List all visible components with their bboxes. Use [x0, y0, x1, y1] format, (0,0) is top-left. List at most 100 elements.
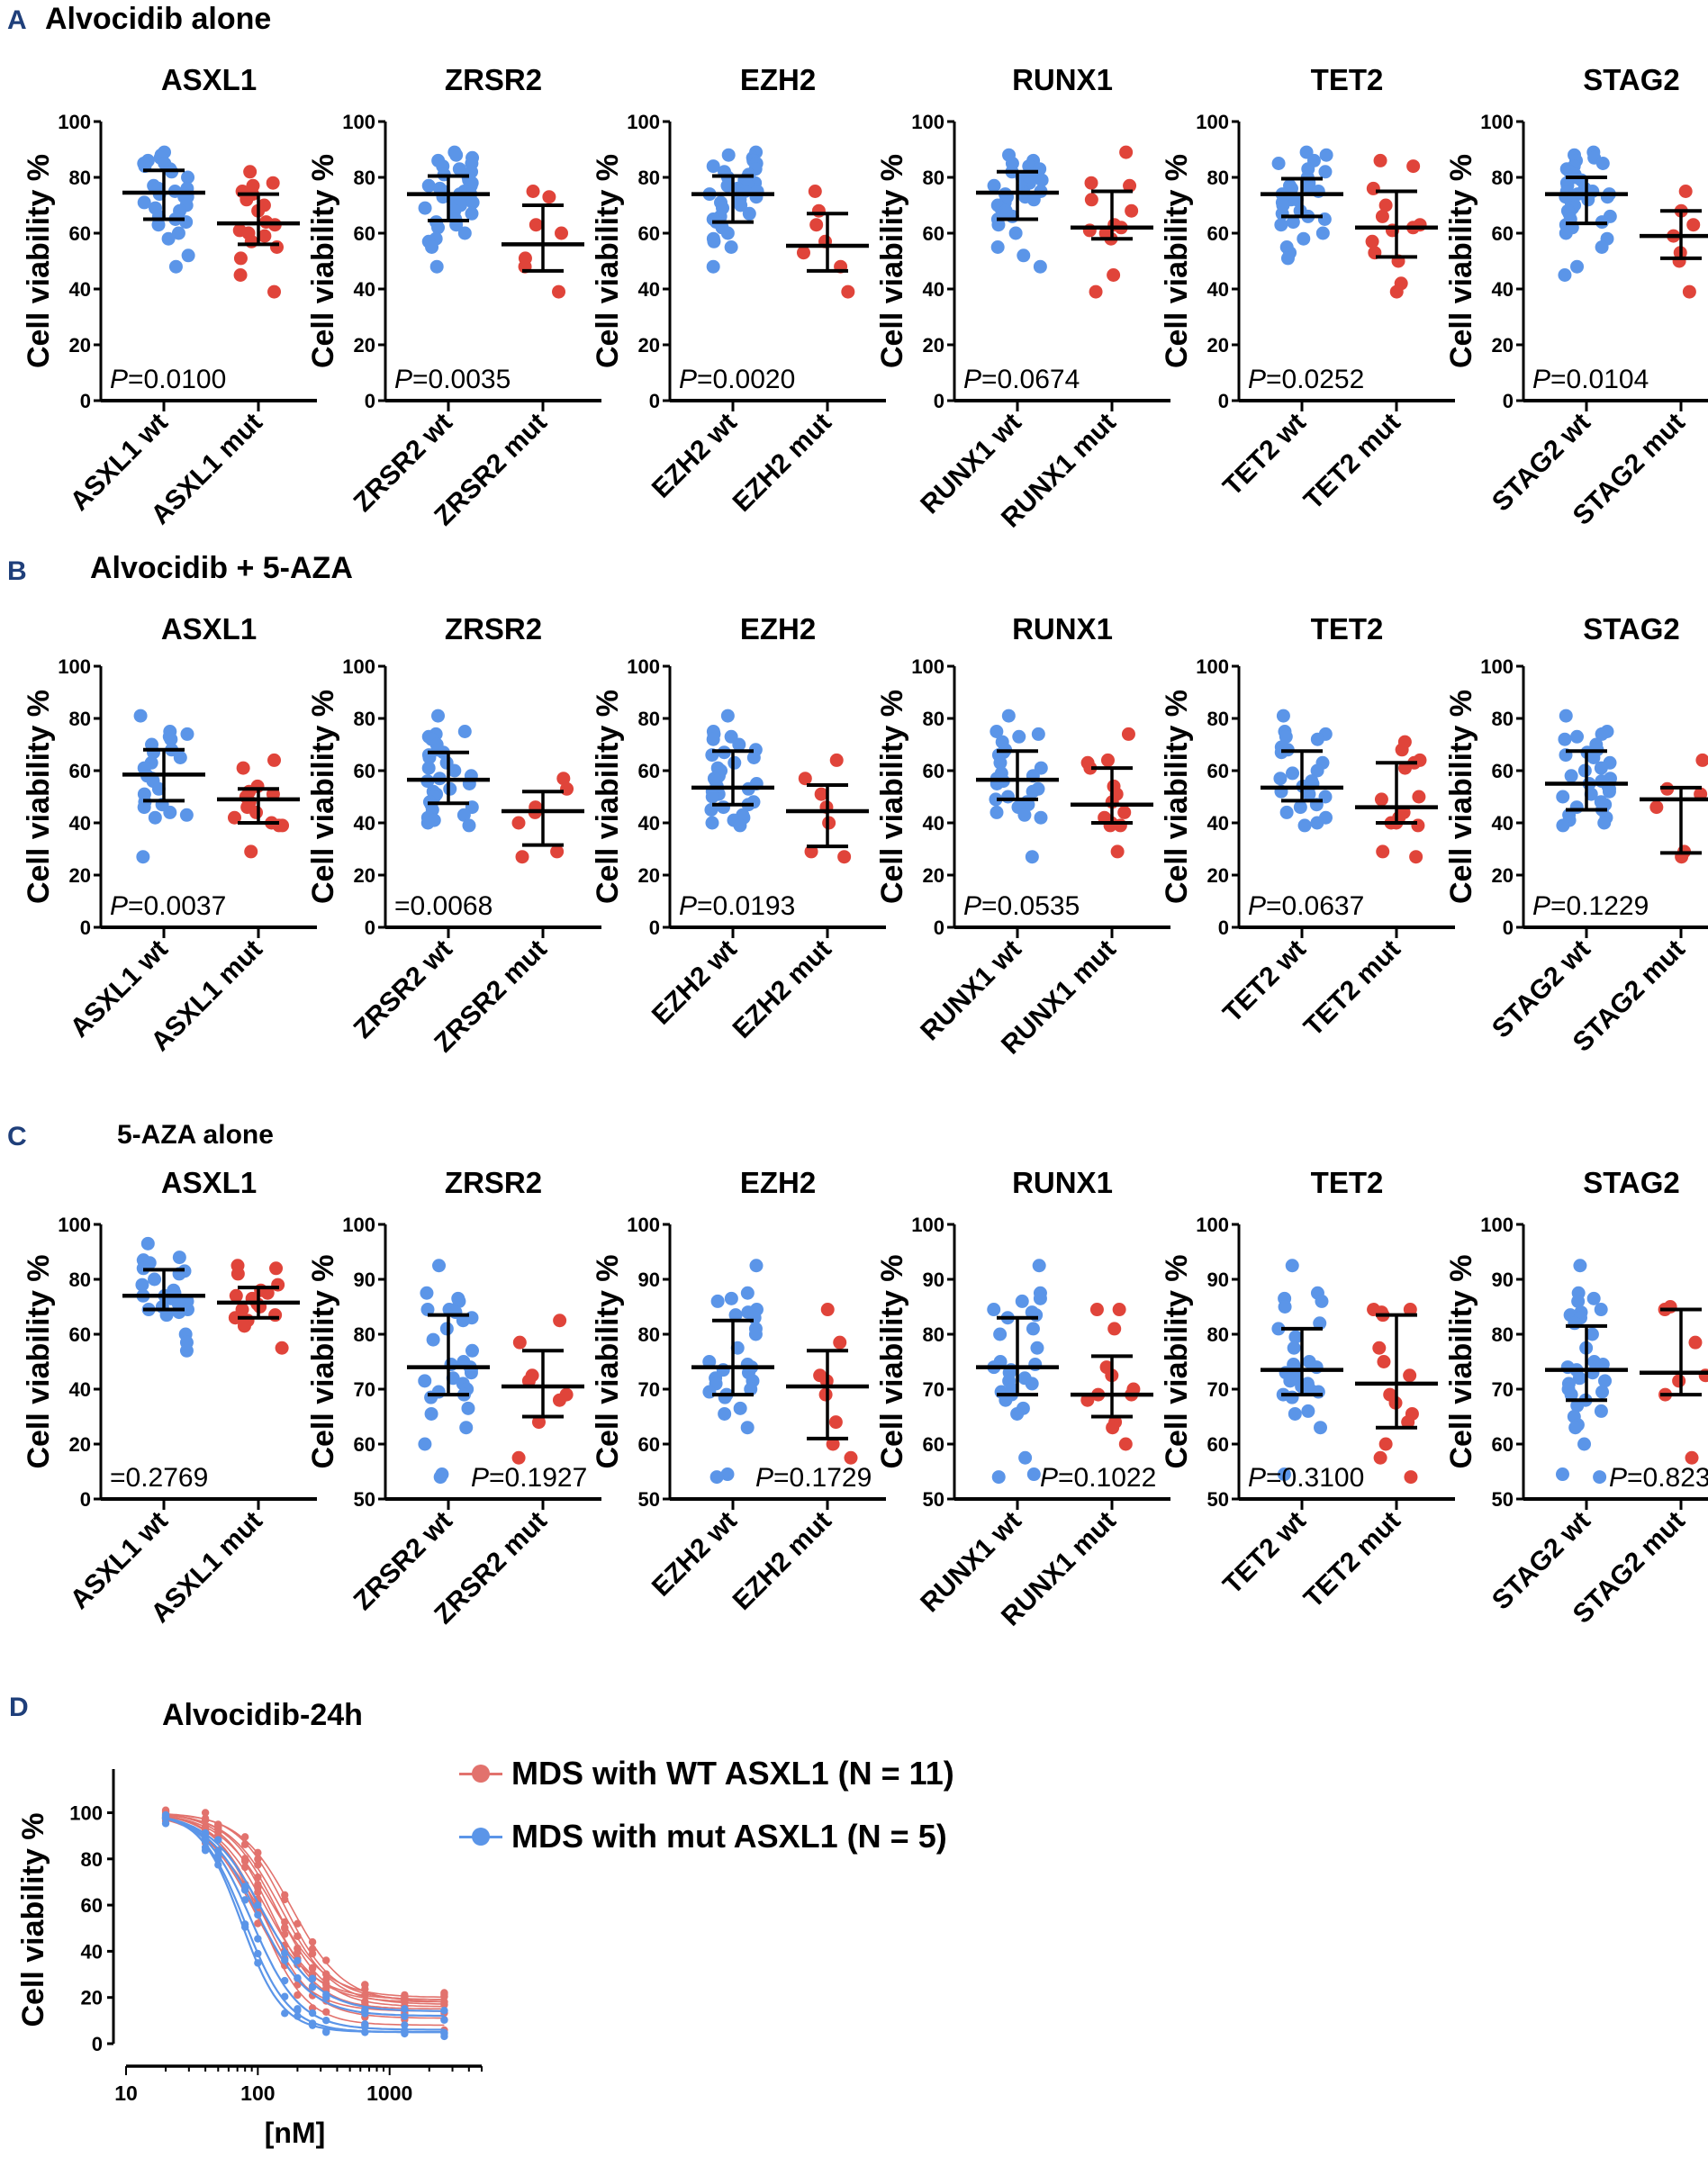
x-tick-label: EZH2 mut — [727, 935, 837, 1044]
dose-point-wt — [240, 1833, 249, 1841]
data-point — [841, 284, 855, 299]
data-point — [1412, 790, 1426, 804]
data-point — [243, 165, 258, 179]
data-point — [1595, 1358, 1610, 1372]
data-point — [456, 1314, 470, 1328]
data-point — [1289, 193, 1304, 207]
data-point — [529, 218, 543, 232]
data-point — [1118, 1437, 1133, 1451]
y-axis-label: Cell viability % — [1160, 154, 1194, 368]
data-point — [1411, 818, 1425, 833]
dose-point-wt — [281, 1895, 289, 1904]
y-tick-label: 0 — [649, 916, 660, 939]
dose-point-wt — [240, 1840, 249, 1848]
data-point — [449, 148, 464, 162]
y-axis-label: Cell viability % — [22, 690, 56, 904]
data-point — [179, 808, 194, 822]
y-tick-label: 70 — [638, 1378, 660, 1401]
data-point — [233, 268, 248, 282]
dose-point-mut — [281, 1956, 289, 1964]
data-point — [993, 755, 1008, 770]
data-point — [1302, 787, 1316, 801]
data-point — [511, 816, 526, 830]
subplot-title: ZRSR2 — [445, 63, 542, 96]
data-point — [1276, 709, 1290, 723]
data-point — [420, 1286, 434, 1300]
y-tick-label: 100 — [1480, 111, 1514, 133]
dose-point-wt — [254, 1861, 262, 1869]
x-tick-label: EZH2 wt — [646, 1506, 743, 1603]
y-axis-label: Cell viability % — [1160, 690, 1194, 904]
data-point — [1595, 1385, 1610, 1399]
dose-point-mut — [281, 2009, 289, 2018]
p-value: P=0.0035 — [394, 365, 511, 394]
y-tick-label: 0 — [80, 1488, 91, 1511]
data-point — [229, 1288, 243, 1303]
p-value: P=0.0100 — [110, 365, 226, 394]
y-tick-label: 60 — [638, 1433, 660, 1456]
data-point — [721, 148, 736, 162]
subplot-a-tet2: TET2 Cell viability % 0 20 40 60 80 100 TET2 wtT… — [1160, 63, 1455, 516]
data-point — [826, 1437, 840, 1451]
y-tick-label: 80 — [1207, 1323, 1229, 1346]
p-value: P=0.1927 — [471, 1463, 587, 1493]
dose-point-mut — [281, 1976, 289, 1985]
data-point — [433, 1470, 447, 1485]
fit-curve-mut — [165, 1817, 445, 2034]
data-point — [1594, 761, 1608, 775]
dose-point-mut — [254, 1949, 262, 1958]
data-point — [465, 195, 480, 210]
subplot-title: ASXL1 — [161, 63, 257, 96]
y-tick-label: 70 — [354, 1378, 375, 1401]
y-tick-label: 40 — [1492, 278, 1514, 301]
data-point — [236, 761, 250, 775]
data-point — [1406, 159, 1421, 174]
data-point — [1010, 1406, 1025, 1421]
y-tick-label: 40 — [923, 278, 944, 301]
data-point — [1409, 850, 1423, 864]
y-tick-label: 80 — [638, 708, 660, 730]
y-axis-label: Cell viability % — [591, 690, 625, 904]
data-point — [1030, 1341, 1044, 1355]
y-tick-label: 0 — [1218, 916, 1229, 939]
data-point — [1285, 1390, 1299, 1404]
data-point — [135, 1278, 149, 1292]
dose-point-mut — [254, 1910, 262, 1919]
fit-curve-wt — [165, 1815, 445, 1999]
data-point — [1366, 181, 1380, 195]
y-tick-label: 50 — [1207, 1488, 1229, 1511]
y-tick-label: 20 — [1492, 334, 1514, 357]
data-point — [1112, 1303, 1126, 1317]
data-point — [1283, 1374, 1297, 1388]
data-point — [133, 709, 148, 723]
y-tick-label: 100 — [69, 1801, 103, 1824]
p-value: P=0.0037 — [110, 891, 226, 921]
fit-curve-wt — [166, 1814, 445, 2008]
y-tick-label: 40 — [1207, 278, 1229, 301]
data-point — [258, 229, 272, 243]
p-value: P=0.0020 — [679, 365, 795, 394]
data-point — [1107, 1322, 1122, 1336]
p-value: P=0.0674 — [963, 365, 1080, 394]
subplot-title: STAG2 — [1583, 63, 1680, 96]
dose-point-mut — [281, 1992, 289, 2000]
data-point — [1375, 209, 1389, 223]
y-tick-label: 80 — [69, 708, 91, 730]
y-tick-label: 90 — [1492, 1269, 1514, 1291]
y-tick-label: 0 — [365, 916, 375, 939]
dose-response-legend: MDS with WT ASXL1 (N = 11) MDS with mut … — [459, 1742, 954, 1868]
data-point — [465, 206, 479, 221]
data-point — [1080, 1393, 1095, 1407]
x-tick-label: TET2 wt — [1217, 935, 1312, 1029]
dose-point-wt — [440, 1998, 448, 2007]
y-tick-label: 60 — [69, 1323, 91, 1346]
data-point — [418, 201, 432, 215]
data-point — [1686, 218, 1701, 232]
y-tick-label: 100 — [627, 111, 660, 133]
data-point — [702, 1385, 717, 1399]
subplot-title: ZRSR2 — [445, 1166, 542, 1199]
dose-point-mut — [440, 2032, 448, 2041]
y-tick-label: 60 — [923, 1433, 944, 1456]
